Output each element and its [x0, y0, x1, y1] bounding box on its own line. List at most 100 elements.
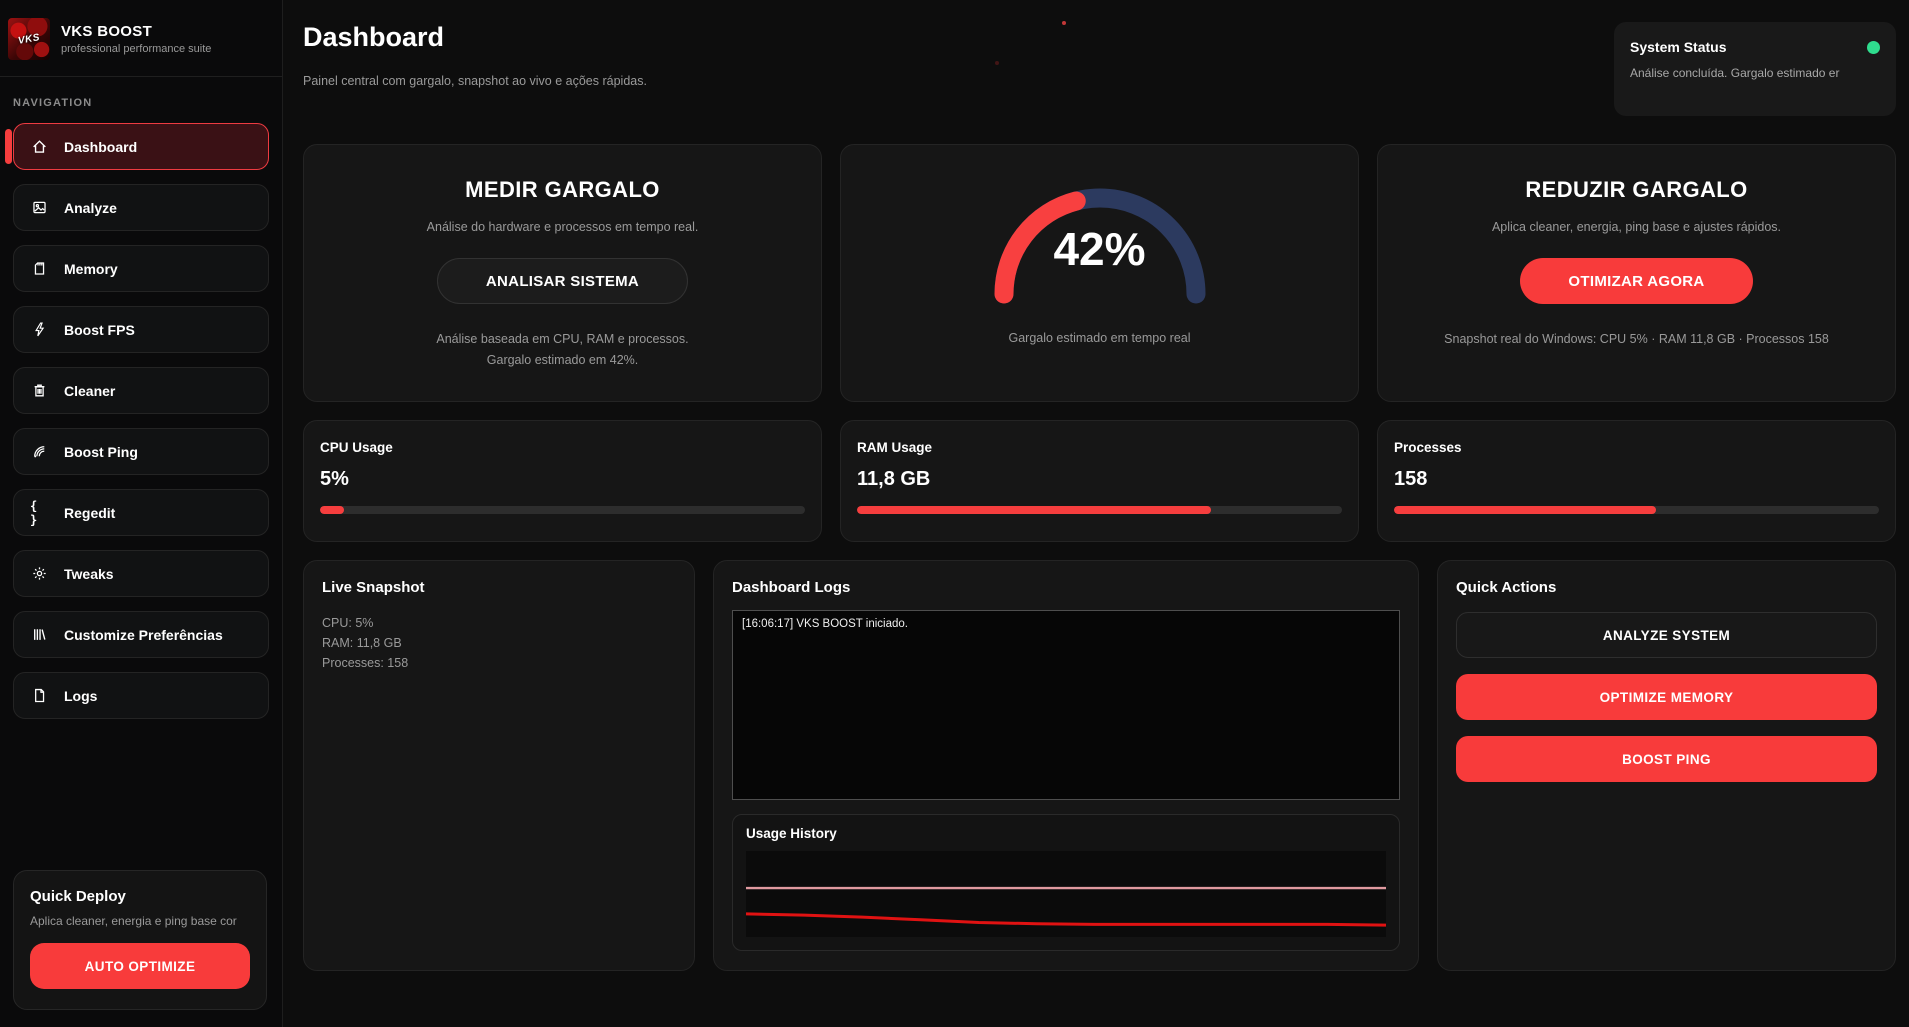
- cpu-progress-track: [320, 506, 805, 514]
- ram-progress-fill: [857, 506, 1212, 514]
- file-icon: [30, 687, 49, 704]
- customize-icon: [30, 626, 49, 643]
- sidebar-item-label: Regedit: [64, 504, 116, 521]
- measure-card-title: MEDIR GARGALO: [465, 177, 660, 202]
- quick-deploy-title: Quick Deploy: [30, 888, 126, 905]
- auto-optimize-button[interactable]: AUTO OPTIMIZE: [30, 943, 250, 989]
- usage-history-chart: [746, 851, 1386, 937]
- dashboard-logs-title: Dashboard Logs: [732, 579, 851, 596]
- measure-note-line2: Gargalo estimado em 42%.: [486, 352, 639, 367]
- braces-icon: { }: [30, 498, 38, 527]
- active-indicator-bar: [5, 129, 12, 164]
- sidebar-item-label: Cleaner: [64, 382, 116, 399]
- sidebar-item-label: Logs: [64, 687, 98, 704]
- page-title: Dashboard: [303, 22, 445, 52]
- main-content: Dashboard Painel central com gargalo, sn…: [284, 0, 1909, 1027]
- cpu-usage-card: CPU Usage 5%: [303, 420, 822, 542]
- sidebar-item-logs[interactable]: Logs: [13, 672, 269, 719]
- reduce-bottleneck-card: REDUZIR GARGALO Aplica cleaner, energia,…: [1377, 144, 1896, 402]
- reduce-card-subtitle: Aplica cleaner, energia, ping base e aju…: [1491, 220, 1782, 234]
- processes-value: 158: [1394, 468, 1428, 490]
- analyze-system-button[interactable]: ANALISAR SISTEMA: [436, 258, 689, 304]
- sidebar-item-tweaks[interactable]: Tweaks: [13, 550, 269, 597]
- sidebar-item-analyze[interactable]: Analyze: [13, 184, 269, 231]
- sidebar-item-regedit[interactable]: { } Regedit: [13, 489, 269, 536]
- page-subtitle: Painel central com gargalo, snapshot ao …: [303, 74, 647, 88]
- app-logo: VKS: [8, 18, 50, 60]
- bottleneck-gauge: 42%: [990, 183, 1210, 305]
- sidebar-item-label: Dashboard: [64, 138, 138, 155]
- app-tagline: professional performance suite: [61, 43, 212, 55]
- quick-deploy-card: Quick Deploy Aplica cleaner, energia e p…: [13, 870, 267, 1010]
- sidebar-item-cleaner[interactable]: Cleaner: [13, 367, 269, 414]
- app-name: VKS BOOST: [61, 23, 153, 40]
- snapshot-cpu-line: CPU: 5%: [322, 616, 374, 630]
- measure-bottleneck-card: MEDIR GARGALO Análise do hardware e proc…: [303, 144, 822, 402]
- processes-label: Processes: [1394, 440, 1462, 455]
- gauge-percent-value: 42%: [1053, 223, 1146, 275]
- system-status-title: System Status: [1630, 39, 1727, 55]
- sidebar-item-customize[interactable]: Customize Preferências: [13, 611, 269, 658]
- sidebar-item-label: Boost FPS: [64, 321, 135, 338]
- memory-icon: [30, 260, 49, 277]
- measure-card-subtitle: Análise do hardware e processos em tempo…: [426, 220, 699, 234]
- bottleneck-gauge-card: 42% Gargalo estimado em tempo real: [840, 144, 1359, 402]
- usage-history-panel: Usage History: [732, 814, 1400, 951]
- processes-progress-fill: [1394, 506, 1656, 514]
- dashboard-logs-card: Dashboard Logs [16:06:17] VKS BOOST inic…: [713, 560, 1419, 971]
- snapshot-ram-line: RAM: 11,8 GB: [322, 636, 402, 650]
- gauge-arc: [994, 188, 1205, 304]
- live-snapshot-card: Live Snapshot CPU: 5% RAM: 11,8 GB Proce…: [303, 560, 695, 971]
- sidebar-item-label: Tweaks: [64, 565, 114, 582]
- nav-list: Dashboard Analyze Memory Boost FPS Clean…: [5, 123, 269, 719]
- sidebar-item-dashboard[interactable]: Dashboard: [5, 123, 269, 170]
- ram-usage-value: 11,8 GB: [857, 468, 931, 490]
- live-snapshot-title: Live Snapshot: [322, 579, 425, 596]
- live-snapshot-lines: CPU: 5% RAM: 11,8 GB Processes: 158: [322, 613, 676, 673]
- cpu-usage-label: CPU Usage: [320, 440, 393, 455]
- ram-progress-track: [857, 506, 1342, 514]
- reduce-card-title: REDUZIR GARGALO: [1525, 177, 1748, 202]
- qa-boost-ping-button[interactable]: BOOST PING: [1456, 736, 1877, 782]
- measure-note-line1: Análise baseada em CPU, RAM e processos.: [436, 332, 689, 346]
- usage-history-title: Usage History: [746, 826, 837, 841]
- system-status-message: Análise concluída. Gargalo estimado er: [1630, 66, 1840, 80]
- gear-icon: [30, 565, 49, 582]
- sidebar: VKS VKS BOOST professional performance s…: [0, 0, 283, 1027]
- trash-icon: [30, 382, 49, 399]
- cpu-usage-value: 5%: [320, 468, 349, 490]
- analyze-icon: [30, 199, 49, 216]
- nav-section-label: NAVIGATION: [13, 97, 93, 109]
- home-icon: [30, 138, 49, 155]
- gauge-caption: Gargalo estimado em tempo real: [1008, 331, 1191, 345]
- brand-header: VKS VKS BOOST professional performance s…: [0, 0, 282, 77]
- sidebar-item-boost-fps[interactable]: Boost FPS: [13, 306, 269, 353]
- reduce-card-note: Snapshot real do Windows: CPU 5% · RAM 1…: [1444, 332, 1829, 346]
- ram-usage-label: RAM Usage: [857, 440, 933, 455]
- sidebar-item-label: Memory: [64, 260, 118, 277]
- processes-card: Processes 158: [1377, 420, 1896, 542]
- log-output[interactable]: [16:06:17] VKS BOOST iniciado.: [732, 610, 1400, 800]
- signal-icon: [30, 443, 49, 460]
- optimize-now-button[interactable]: OTIMIZAR AGORA: [1520, 258, 1753, 304]
- background-particles: [284, 0, 286, 2]
- quick-actions-card: Quick Actions ANALYZE SYSTEM OPTIMIZE ME…: [1437, 560, 1896, 971]
- snapshot-processes-line: Processes: 158: [322, 656, 409, 670]
- processes-progress-track: [1394, 506, 1879, 514]
- sidebar-item-boost-ping[interactable]: Boost Ping: [13, 428, 269, 475]
- measure-card-note: Análise baseada em CPU, RAM e processos.…: [304, 329, 821, 370]
- sidebar-item-memory[interactable]: Memory: [13, 245, 269, 292]
- status-indicator-dot: [1867, 40, 1880, 54]
- lightning-icon: [30, 321, 49, 338]
- ram-usage-card: RAM Usage 11,8 GB: [840, 420, 1359, 542]
- qa-optimize-memory-button[interactable]: OPTIMIZE MEMORY: [1456, 674, 1877, 720]
- quick-deploy-description: Aplica cleaner, energia e ping base cor: [30, 914, 237, 928]
- qa-analyze-system-button[interactable]: ANALYZE SYSTEM: [1456, 612, 1877, 658]
- cpu-progress-fill: [320, 506, 345, 514]
- sidebar-item-label: Analyze: [64, 199, 117, 216]
- quick-actions-title: Quick Actions: [1456, 579, 1557, 596]
- sidebar-item-label: Customize Preferências: [64, 626, 223, 643]
- app-logo-text: VKS: [17, 31, 41, 47]
- system-status-card: System Status Análise concluída. Gargalo…: [1614, 22, 1896, 116]
- sidebar-item-label: Boost Ping: [64, 443, 138, 460]
